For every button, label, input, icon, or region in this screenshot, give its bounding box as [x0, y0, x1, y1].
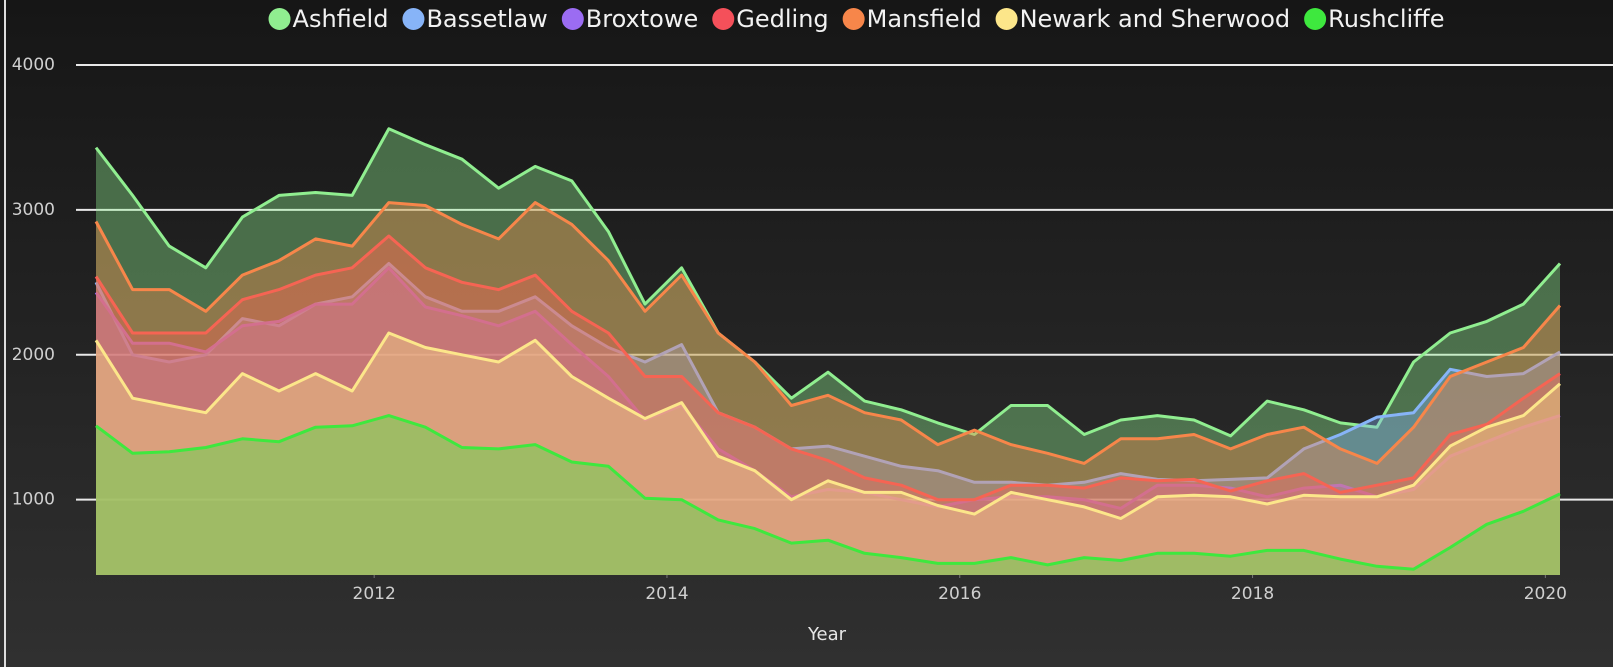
legend-marker [842, 8, 865, 30]
y-tick-label: 2000 [12, 345, 55, 365]
x-axis-label: Year [807, 624, 847, 645]
legend-label: Newark and Sherwood [1020, 5, 1291, 33]
line [94, 127, 1562, 438]
area [96, 236, 1560, 575]
y-tick-label: 1000 [12, 490, 55, 510]
line [95, 414, 1561, 571]
x-tick-label: 2012 [353, 584, 396, 604]
legend-marker [995, 8, 1018, 30]
area [96, 263, 1560, 575]
x-tick-label: 2020 [1524, 584, 1567, 604]
x-tick-label: 2018 [1231, 584, 1274, 604]
y-tick-label: 3000 [12, 200, 55, 220]
line [94, 331, 1561, 520]
legend-marker [1304, 8, 1327, 30]
line [94, 266, 1561, 510]
legend-label: Mansfield [867, 5, 982, 33]
area [96, 128, 1560, 576]
line [94, 234, 1561, 502]
legend-label: Ashfield [293, 5, 389, 33]
x-tick-label: 2014 [645, 584, 688, 604]
plot: 1000 2000 3000 4000 2012 2014 2016 2018 2020 [12, 55, 1613, 604]
legend-marker [268, 8, 291, 30]
area [96, 415, 1560, 575]
legend-marker [402, 8, 425, 30]
y-tick-label: 4000 [12, 55, 55, 75]
legend: Ashfield Bassetlaw Broxtowe Gedling Mansfiel… [268, 5, 1444, 33]
x-tick-label: 2016 [938, 584, 981, 604]
area [96, 267, 1560, 575]
line [94, 201, 1562, 465]
area [96, 202, 1560, 575]
area [96, 333, 1560, 575]
legend-label: Bassetlaw [426, 5, 547, 33]
legend-marker [712, 8, 735, 30]
line [94, 262, 1561, 487]
legend-label: Broxtowe [586, 5, 698, 33]
legend-label: Rushcliffe [1328, 5, 1444, 33]
legend-marker [561, 8, 584, 30]
legend-label: Gedling [736, 5, 828, 33]
